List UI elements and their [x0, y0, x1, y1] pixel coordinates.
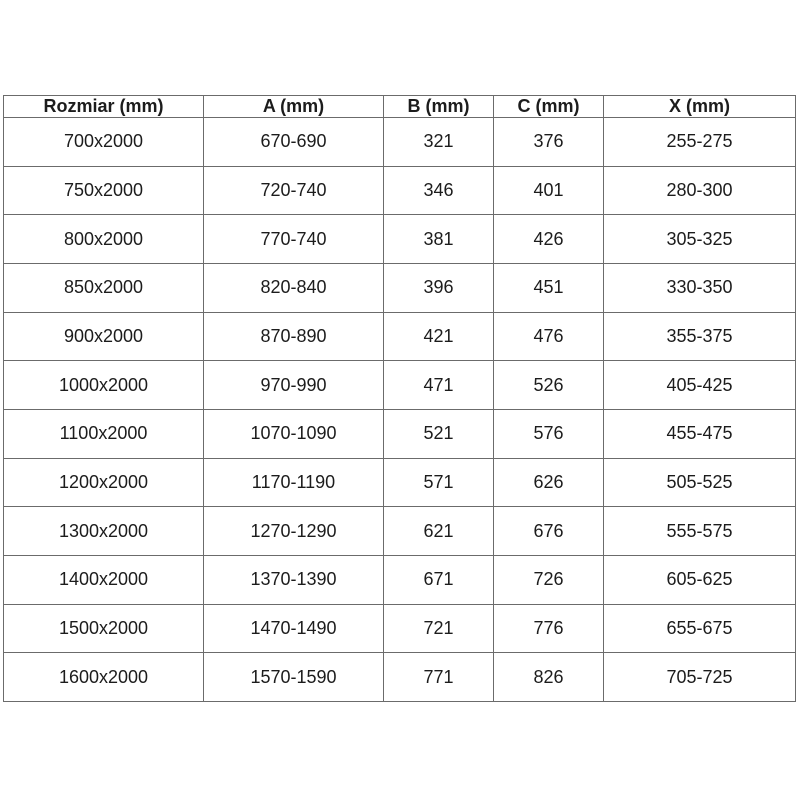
table-cell: 1600x2000	[3, 652, 204, 702]
table-cell: 1300x2000	[3, 506, 204, 556]
table-cell: 1170-1190	[203, 457, 384, 508]
table-cell: 421	[383, 311, 494, 362]
table-cell: 626	[493, 457, 604, 508]
table-cell: 255-275	[603, 117, 796, 167]
table-cell: 555-575	[603, 506, 796, 556]
table-cell: 870-890	[203, 311, 384, 362]
header-row: Rozmiar (mm) A (mm) B (mm) C (mm) X (mm)	[3, 95, 796, 118]
table-cell: 655-675	[603, 603, 796, 654]
table-cell: 405-425	[603, 360, 796, 410]
table-cell: 576	[493, 408, 604, 459]
table-row: 750x2000 720-740 346 401 280-300	[3, 165, 796, 216]
table-row: 1100x2000 1070-1090 521 576 455-475	[3, 408, 796, 459]
table-cell: 850x2000	[3, 262, 204, 313]
table-cell: 900x2000	[3, 311, 204, 362]
table-cell: 1270-1290	[203, 506, 384, 556]
table-row: 1400x2000 1370-1390 671 726 605-625	[3, 554, 796, 605]
table-cell: 321	[383, 117, 494, 167]
table-cell: 770-740	[203, 214, 384, 264]
column-header: A (mm)	[203, 95, 384, 118]
table-cell: 346	[383, 165, 494, 216]
table-cell: 1100x2000	[3, 408, 204, 459]
table-cell: 1570-1590	[203, 652, 384, 702]
table-cell: 381	[383, 214, 494, 264]
table-cell: 526	[493, 360, 604, 410]
table-row: 1300x2000 1270-1290 621 676 555-575	[3, 506, 796, 556]
table-cell: 1070-1090	[203, 408, 384, 459]
table-row: 1500x2000 1470-1490 721 776 655-675	[3, 603, 796, 654]
table-cell: 1500x2000	[3, 603, 204, 654]
table-cell: 396	[383, 262, 494, 313]
table-cell: 280-300	[603, 165, 796, 216]
table-row: 700x2000 670-690 321 376 255-275	[3, 117, 796, 167]
table-cell: 676	[493, 506, 604, 556]
table-cell: 401	[493, 165, 604, 216]
table-row: 800x2000 770-740 381 426 305-325	[3, 214, 796, 264]
table-cell: 1000x2000	[3, 360, 204, 410]
table-row: 850x2000 820-840 396 451 330-350	[3, 262, 796, 313]
table-cell: 455-475	[603, 408, 796, 459]
table-cell: 776	[493, 603, 604, 654]
table-cell: 571	[383, 457, 494, 508]
table-cell: 476	[493, 311, 604, 362]
table-cell: 426	[493, 214, 604, 264]
table-row: 1000x2000 970-990 471 526 405-425	[3, 360, 796, 410]
table-cell: 605-625	[603, 554, 796, 605]
table-cell: 621	[383, 506, 494, 556]
table-cell: 671	[383, 554, 494, 605]
table-row: 1200x2000 1170-1190 571 626 505-525	[3, 457, 796, 508]
table-cell: 471	[383, 360, 494, 410]
table-cell: 721	[383, 603, 494, 654]
table-cell: 820-840	[203, 262, 384, 313]
table-cell: 451	[493, 262, 604, 313]
table-cell: 1470-1490	[203, 603, 384, 654]
table-cell: 750x2000	[3, 165, 204, 216]
column-header: Rozmiar (mm)	[3, 95, 204, 118]
table-cell: 1200x2000	[3, 457, 204, 508]
column-header: B (mm)	[383, 95, 494, 118]
table-cell: 305-325	[603, 214, 796, 264]
table-cell: 376	[493, 117, 604, 167]
table-header: Rozmiar (mm) A (mm) B (mm) C (mm) X (mm)	[3, 95, 796, 118]
table-body: 700x2000 670-690 321 376 255-275 750x2000 720-…	[3, 117, 796, 702]
column-header: C (mm)	[493, 95, 604, 118]
table-row: 1600x2000 1570-1590 771 826 705-725	[3, 652, 796, 702]
table-cell: 705-725	[603, 652, 796, 702]
table-cell: 1370-1390	[203, 554, 384, 605]
column-header: X (mm)	[603, 95, 796, 118]
table-cell: 1400x2000	[3, 554, 204, 605]
table-cell: 720-740	[203, 165, 384, 216]
size-table: Rozmiar (mm) A (mm) B (mm) C (mm) X (mm) 700…	[3, 95, 796, 702]
table-cell: 826	[493, 652, 604, 702]
table-cell: 505-525	[603, 457, 796, 508]
table-cell: 670-690	[203, 117, 384, 167]
table-cell: 800x2000	[3, 214, 204, 264]
table-cell: 355-375	[603, 311, 796, 362]
table-row: 900x2000 870-890 421 476 355-375	[3, 311, 796, 362]
size-table-container: Rozmiar (mm) A (mm) B (mm) C (mm) X (mm) 700…	[3, 95, 796, 702]
table-cell: 330-350	[603, 262, 796, 313]
table-cell: 521	[383, 408, 494, 459]
table-cell: 771	[383, 652, 494, 702]
table-cell: 726	[493, 554, 604, 605]
table-cell: 700x2000	[3, 117, 204, 167]
table-cell: 970-990	[203, 360, 384, 410]
